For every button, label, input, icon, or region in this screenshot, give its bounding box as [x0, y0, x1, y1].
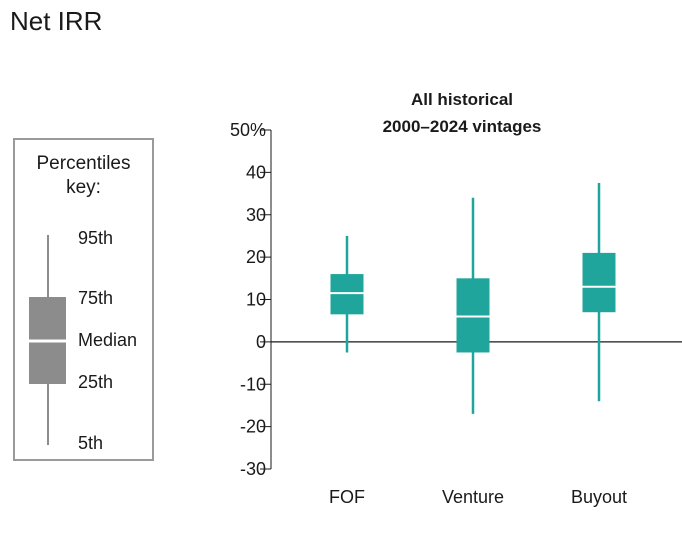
y-tick-label: -30: [240, 459, 266, 479]
y-tick-label: 20: [246, 247, 266, 267]
y-tick-label: 0: [256, 332, 266, 352]
x-category-label: FOF: [329, 487, 365, 507]
chart-title: All historical: [411, 90, 513, 109]
percentiles-key: Percentiles key: 95th 75th Median 25th 5…: [13, 138, 154, 461]
plot-area: [330, 182, 616, 414]
page-title: Net IRR: [10, 6, 103, 36]
y-tick-label: -10: [240, 374, 266, 394]
key-label-75th: 75th: [78, 288, 113, 308]
x-axis-labels: FOF Venture Buyout: [329, 487, 627, 507]
buyout-box: [582, 252, 616, 313]
key-label-5th: 5th: [78, 433, 103, 453]
y-tick-label: 50%: [230, 120, 266, 140]
key-title: Percentiles key:: [15, 152, 152, 200]
x-category-label: Buyout: [571, 487, 627, 507]
key-label-25th: 25th: [78, 372, 113, 392]
y-tick-label: 40: [246, 162, 266, 182]
key-label-95th: 95th: [78, 228, 113, 248]
chart-subtitle: 2000–2024 vintages: [383, 117, 542, 136]
venture-box: [456, 278, 490, 353]
x-category-label: Venture: [442, 487, 504, 507]
key-title-line2: key:: [66, 177, 101, 198]
y-axis: 50% 40 30 20 10 0 -10 -20 -30: [230, 120, 682, 479]
key-diagram: 95th 75th Median 25th 5th: [29, 228, 137, 453]
fof-box: [330, 274, 364, 315]
key-title-line1: Percentiles: [36, 153, 131, 174]
y-tick-label: 10: [246, 290, 266, 310]
key-label-median: Median: [78, 330, 137, 350]
y-tick-label: 30: [246, 205, 266, 225]
y-tick-label: -20: [240, 417, 266, 437]
